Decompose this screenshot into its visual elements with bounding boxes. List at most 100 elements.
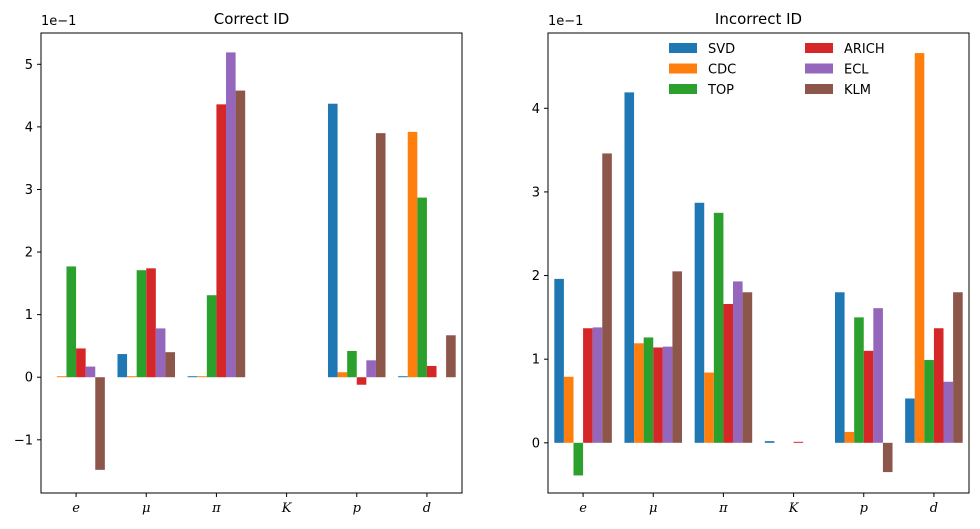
x-tick-label: d xyxy=(423,501,431,516)
bar-ecl-4 xyxy=(873,308,883,443)
bar-ecl-2 xyxy=(733,281,743,443)
legend: SVD CDC TOP ARICH ECL KLM xyxy=(669,42,885,98)
bar-top-4 xyxy=(854,317,864,443)
bar-arich-5 xyxy=(933,328,944,443)
x-tick-label: μ xyxy=(142,501,150,516)
bar-svd-1 xyxy=(117,354,128,378)
legend-swatch-arich xyxy=(805,43,833,53)
bar-top-2 xyxy=(206,295,217,378)
legend-swatch-svd xyxy=(669,43,697,53)
bar-ecl-0 xyxy=(592,327,603,443)
chart-title: Incorrect ID xyxy=(715,10,802,28)
bar-arich-1 xyxy=(653,347,663,443)
bar-klm-2 xyxy=(742,292,753,443)
y-tick-label: 1 xyxy=(25,308,33,323)
axes-frame xyxy=(40,32,463,494)
bar-arich-2 xyxy=(216,104,227,378)
legend-label-ecl: ECL xyxy=(844,63,869,78)
bar-top-2 xyxy=(713,212,724,443)
x-tick-label: p xyxy=(353,501,362,516)
legend-swatch-cdc xyxy=(669,63,697,74)
bar-svd-5 xyxy=(398,376,408,378)
x-tick-label: d xyxy=(930,501,938,516)
bar-klm-5 xyxy=(953,292,963,443)
legend-swatch-ecl xyxy=(805,63,833,74)
bar-cdc-5 xyxy=(407,131,418,378)
y-tick-label: 4 xyxy=(25,120,33,135)
bar-top-4 xyxy=(347,350,357,378)
bar-arich-0 xyxy=(76,348,86,378)
bar-arich-2 xyxy=(723,303,734,443)
bar-klm-1 xyxy=(672,271,683,443)
y-tick-label: 0 xyxy=(532,436,540,451)
legend-label-top: TOP xyxy=(707,83,734,98)
axes-frame xyxy=(547,32,970,494)
legend-label-svd: SVD xyxy=(708,42,735,57)
bar-arich-4 xyxy=(356,377,367,385)
bar-arich-1 xyxy=(146,268,156,378)
legend-label-arich: ARICH xyxy=(844,42,885,57)
bar-ecl-1 xyxy=(155,328,166,378)
axis-scale-label: 1e−1 xyxy=(41,14,76,29)
legend-swatch-klm xyxy=(805,84,833,94)
x-tick-label: π xyxy=(211,501,221,516)
y-tick-label: 1 xyxy=(532,353,540,368)
bar-cdc-1 xyxy=(634,343,644,443)
bar-cdc-2 xyxy=(197,376,207,378)
bar-cdc-0 xyxy=(563,376,574,443)
bar-svd-1 xyxy=(624,92,635,443)
y-tick-label: 2 xyxy=(532,269,540,284)
bar-klm-2 xyxy=(235,90,246,378)
y-tick-label: 3 xyxy=(532,185,540,200)
bar-top-0 xyxy=(66,266,77,378)
legend-label-cdc: CDC xyxy=(708,63,736,78)
bar-cdc-4 xyxy=(844,431,855,443)
x-tick-label: K xyxy=(788,501,800,516)
y-tick-label: 4 xyxy=(532,102,540,117)
bar-top-5 xyxy=(417,197,427,378)
legend-swatch-top xyxy=(669,84,697,94)
legend-label-klm: KLM xyxy=(844,83,871,98)
y-tick-label: 2 xyxy=(25,246,33,261)
bar-svd-2 xyxy=(694,202,705,443)
x-tick-label: e xyxy=(72,501,80,516)
bar-ecl-1 xyxy=(662,346,673,443)
x-tick-label: p xyxy=(860,501,869,516)
bar-klm-5 xyxy=(446,335,456,378)
bar-klm-1 xyxy=(165,352,176,378)
bar-svd-2 xyxy=(187,376,198,378)
bar-ecl-4 xyxy=(366,360,376,378)
x-tick-label: K xyxy=(281,501,293,516)
bar-klm-0 xyxy=(602,153,612,443)
x-tick-label: e xyxy=(579,501,587,516)
bar-top-1 xyxy=(136,270,147,378)
bar-klm-4 xyxy=(375,133,386,378)
bar-top-1 xyxy=(643,337,654,443)
bar-svd-0 xyxy=(554,278,564,443)
bar-cdc-0 xyxy=(56,376,67,378)
bar-arich-4 xyxy=(863,350,874,443)
bar-cdc-2 xyxy=(704,372,714,443)
bar-ecl-2 xyxy=(226,52,236,378)
axis-scale-label: 1e−1 xyxy=(548,14,583,29)
bar-svd-5 xyxy=(905,398,915,443)
y-tick-label: −1 xyxy=(14,433,33,448)
bar-svd-4 xyxy=(834,292,845,443)
bar-arich-3 xyxy=(793,441,804,443)
bar-klm-4 xyxy=(882,442,893,473)
bar-arich-0 xyxy=(583,328,593,443)
bar-arich-5 xyxy=(426,365,437,378)
bar-svd-3 xyxy=(764,441,775,443)
bar-ecl-0 xyxy=(85,366,96,378)
x-tick-label: μ xyxy=(649,501,657,516)
bar-top-5 xyxy=(924,360,934,443)
x-tick-label: π xyxy=(718,501,728,516)
y-tick-label: 3 xyxy=(25,183,33,198)
bar-cdc-4 xyxy=(337,372,348,378)
bar-top-0 xyxy=(573,442,584,476)
y-tick-label: 0 xyxy=(25,371,33,386)
bar-cdc-1 xyxy=(127,376,137,378)
